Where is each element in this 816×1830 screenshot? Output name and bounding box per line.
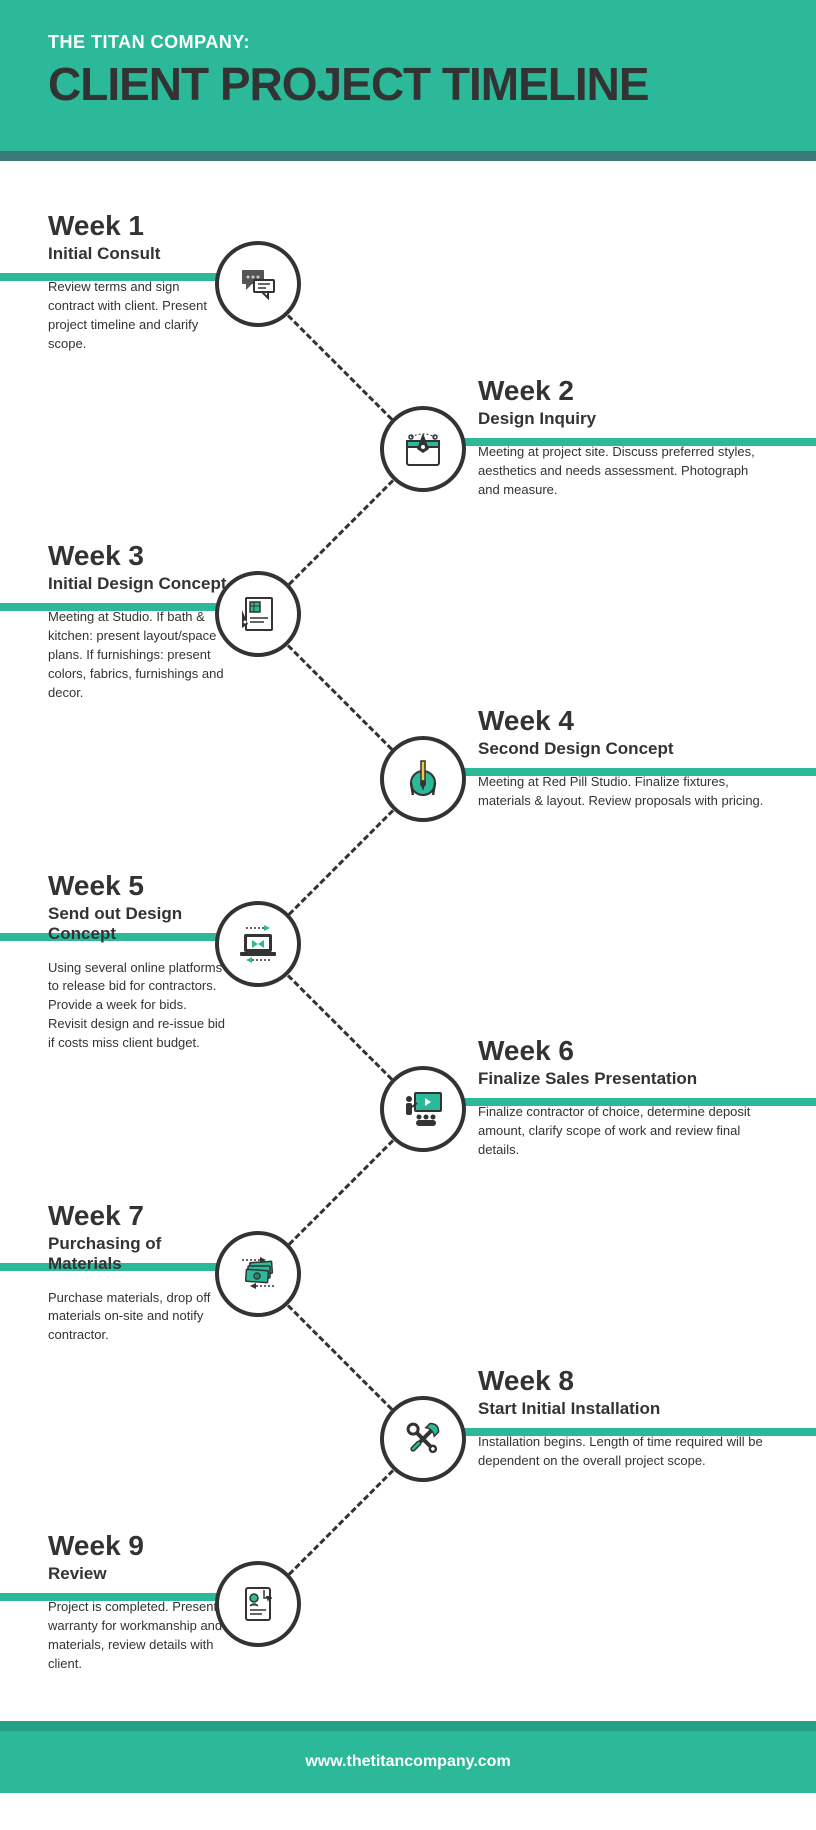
step-title: Initial Design Concept [48, 574, 228, 594]
week-label: Week 5 [48, 871, 228, 902]
step-description: Finalize contractor of choice, determine… [478, 1103, 768, 1160]
step-description: Using several online platforms to releas… [48, 959, 228, 1053]
blueprint-icon [215, 571, 301, 657]
week-label: Week 6 [478, 1036, 768, 1067]
footer-url: www.thetitancompany.com [305, 1753, 510, 1770]
timeline-step: Week 7 Purchasing of Materials Purchase … [0, 1201, 408, 1345]
step-description: Meeting at Red Pill Studio. Finalize fix… [478, 773, 768, 811]
laptop-icon [215, 901, 301, 987]
step-description: Review terms and sign contract with clie… [48, 278, 228, 353]
step-description: Meeting at Studio. If bath & kitchen: pr… [48, 608, 228, 702]
timeline-step: Week 8 Start Initial Installation Instal… [408, 1366, 816, 1471]
step-title: Initial Consult [48, 244, 228, 264]
step-description: Purchase materials, drop off materials o… [48, 1289, 228, 1346]
timeline: Week 1 Initial Consult Review terms and … [0, 161, 816, 1721]
week-label: Week 2 [478, 376, 768, 407]
timeline-step: Week 5 Send out Design Concept Using sev… [0, 871, 408, 1053]
pen-icon [380, 406, 466, 492]
document-icon [215, 1561, 301, 1647]
compass-icon [380, 736, 466, 822]
step-title: Second Design Concept [478, 739, 768, 759]
step-title: Review [48, 1564, 228, 1584]
step-title: Start Initial Installation [478, 1399, 768, 1419]
step-description: Installation begins. Length of time requ… [478, 1433, 768, 1471]
step-title: Purchasing of Materials [48, 1234, 228, 1275]
week-label: Week 7 [48, 1201, 228, 1232]
step-description: Meeting at project site. Discuss preferr… [478, 443, 768, 500]
week-label: Week 9 [48, 1531, 228, 1562]
timeline-step: Week 2 Design Inquiry Meeting at project… [408, 376, 816, 500]
week-label: Week 1 [48, 211, 228, 242]
week-label: Week 8 [478, 1366, 768, 1397]
footer: www.thetitancompany.com [0, 1721, 816, 1793]
timeline-step: Week 9 Review Project is completed. Pres… [0, 1531, 408, 1674]
timeline-step: Week 1 Initial Consult Review terms and … [0, 211, 408, 354]
header: THE TITAN COMPANY: CLIENT PROJECT TIMELI… [0, 0, 816, 161]
timeline-step: Week 6 Finalize Sales Presentation Final… [408, 1036, 816, 1160]
step-title: Send out Design Concept [48, 904, 228, 945]
money-icon: $ [215, 1231, 301, 1317]
tools-icon [380, 1396, 466, 1482]
header-title: CLIENT PROJECT TIMELINE [48, 57, 768, 111]
header-subtitle: THE TITAN COMPANY: [48, 32, 768, 53]
step-title: Design Inquiry [478, 409, 768, 429]
timeline-step: Week 4 Second Design Concept Meeting at … [408, 706, 816, 811]
step-title: Finalize Sales Presentation [478, 1069, 768, 1089]
week-label: Week 3 [48, 541, 228, 572]
presentation-icon [380, 1066, 466, 1152]
timeline-step: Week 3 Initial Design Concept Meeting at… [0, 541, 408, 702]
chat-icon [215, 241, 301, 327]
step-description: Project is completed. Present warranty f… [48, 1598, 228, 1673]
week-label: Week 4 [478, 706, 768, 737]
